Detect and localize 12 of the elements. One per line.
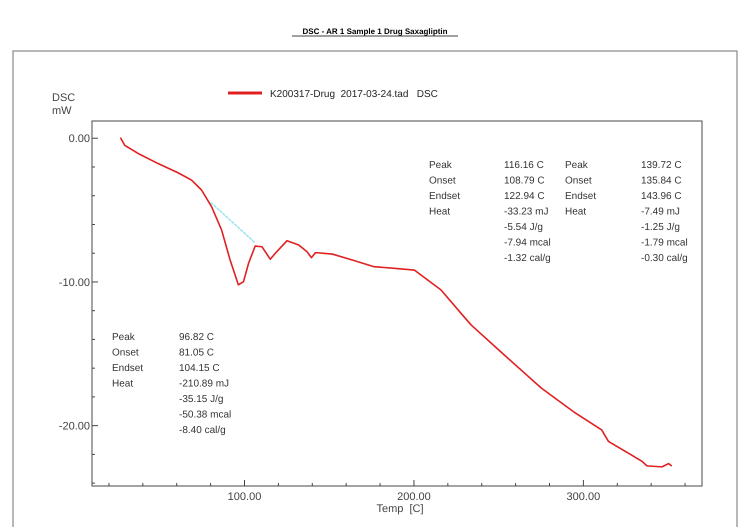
y-tick-label: -10.00	[58, 276, 90, 289]
x-tick-label: 100.00	[228, 491, 262, 503]
y-tick-label: 0.00	[68, 133, 90, 146]
x-tick-label: 300.00	[566, 491, 600, 503]
x-tick-label: 200.00	[397, 491, 431, 503]
x-axis-title: Temp [C]	[376, 503, 424, 515]
chart-title: DSC - AR 1 Sample 1 Drug Saxagliptin	[302, 27, 448, 36]
legend-label: K200317-Drug 2017-03-24.tad DSC	[270, 89, 438, 100]
text: Peak 96.82 C Onset 81.05 C Endset 104.15 C Heat -210.89 mJ -35.15 J/g -50.38 mcal -8.40 cal/g	[112, 332, 232, 436]
text: Peak 116.16 C Peak 139.72 C Onset 108.79 C Onset 135.84 C Endset 122.94 C Endset 143.96 C Heat -33.23 mJ Heat -7.49 mJ -5.54 J/g -1.25 J/g -7.94 mcal -1.79 mcal -1.32 cal/g -0.30 cal/g	[429, 160, 688, 264]
y-tick-label: -20.00	[58, 420, 90, 433]
y-axis-title: DSC mW	[52, 92, 76, 117]
